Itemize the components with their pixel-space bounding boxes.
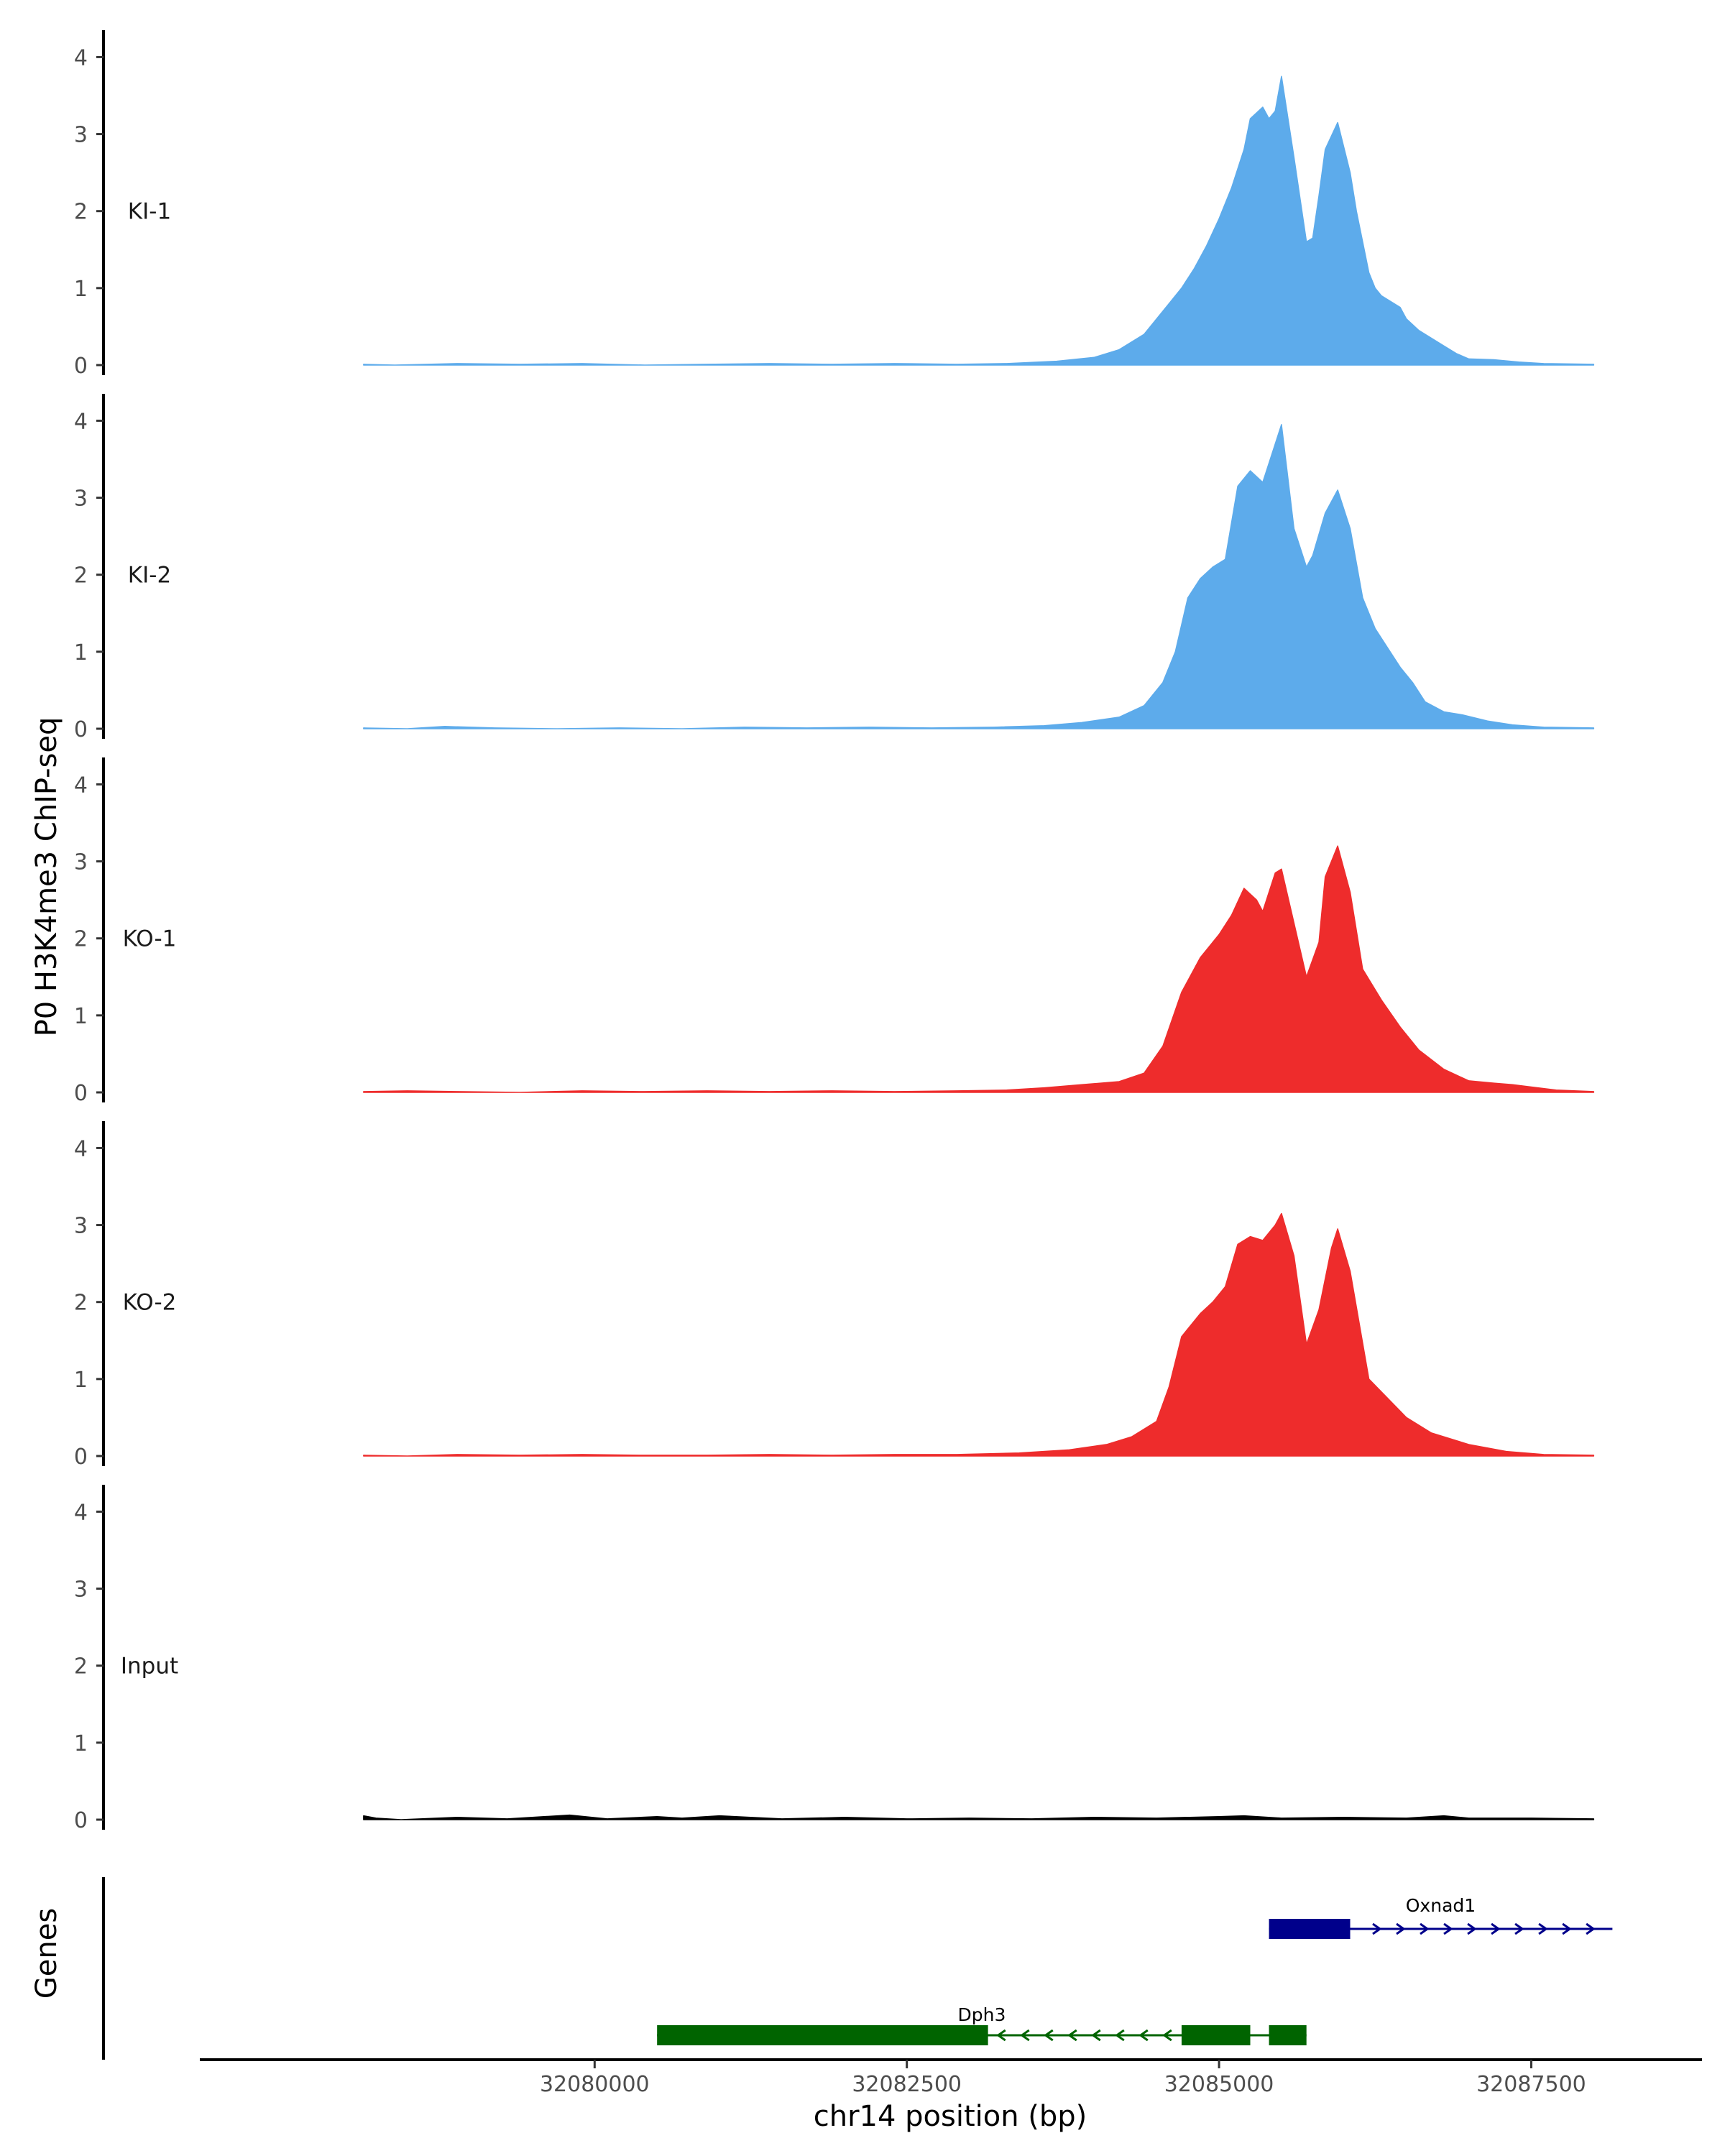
y-tick-label: 3	[74, 1577, 88, 1603]
track-label: KO-2	[123, 1290, 177, 1316]
y-tick-label: 4	[74, 409, 88, 434]
x-tick-label: 32087500	[1476, 2072, 1586, 2097]
track-label: KI-1	[128, 199, 171, 225]
x-tick-label: 32080000	[540, 2072, 650, 2097]
x-tick-label: 32082500	[852, 2072, 962, 2097]
strand-arrow	[1044, 2029, 1054, 2042]
y-tick-label: 4	[74, 1500, 88, 1525]
track-ki-1: 0 1 2 3 4 KI-1	[74, 30, 1595, 379]
x-tick-label: 32085000	[1164, 2072, 1274, 2097]
gene-exon	[1269, 2025, 1307, 2045]
x-axis: 32080000 32082500 32085000 32087500	[200, 2058, 1702, 2097]
strand-arrow	[1562, 1922, 1572, 1935]
y-tick-label: 0	[74, 1445, 88, 1470]
coverage-tracks: 0 1 2 3 4 KI-1 0 1 2 3 4 KI-2 0 1 2 3 4 KO-1 0 1 2 3 4 KO-2 0 1 2 3…	[74, 30, 1595, 1833]
y-tick-label: 2	[74, 563, 88, 589]
strand-arrow	[1491, 1922, 1501, 1935]
gene-dph3: Dph3	[657, 2004, 1307, 2045]
y-axis-title: P0 H3K4me3 ChIP-seq	[30, 717, 63, 1037]
strand-arrow	[1115, 2029, 1125, 2042]
track-input: 0 1 2 3 4 Input	[74, 1485, 1595, 1833]
y-tick-label: 1	[74, 1004, 88, 1029]
gene-annotation-panel: Oxnad1 Dph3	[102, 1877, 1613, 2060]
coverage-area-ko-2	[363, 1212, 1595, 1457]
y-tick-label: 1	[74, 277, 88, 302]
y-tick-label: 4	[74, 1136, 88, 1161]
strand-arrow	[1538, 1922, 1548, 1935]
gene-exon	[1181, 2025, 1251, 2045]
track-ko-2: 0 1 2 3 4 KO-2	[74, 1121, 1595, 1470]
y-tick-label: 0	[74, 1808, 88, 1833]
strand-arrow	[1067, 2029, 1077, 2042]
y-tick-label: 2	[74, 927, 88, 952]
track-label: KI-2	[128, 563, 171, 589]
track-ki-2: 0 1 2 3 4 KI-2	[74, 394, 1595, 742]
gene-exon	[1269, 1919, 1351, 1939]
strand-arrow	[1467, 1922, 1477, 1935]
strand-arrow	[1420, 1922, 1430, 1935]
strand-arrow	[1396, 1922, 1406, 1935]
track-label: KO-1	[123, 926, 177, 952]
gene-oxnad1: Oxnad1	[1269, 1895, 1613, 1939]
y-tick-label: 2	[74, 1654, 88, 1680]
y-tick-label: 2	[74, 200, 88, 225]
y-tick-label: 4	[74, 45, 88, 70]
gene-label: Oxnad1	[1406, 1895, 1476, 1916]
track-label: Input	[121, 1654, 178, 1680]
y-tick-label: 3	[74, 487, 88, 512]
strand-arrow	[1091, 2029, 1101, 2042]
y-tick-label: 0	[74, 717, 88, 742]
track-ko-1: 0 1 2 3 4 KO-1	[74, 757, 1595, 1106]
strand-arrow	[996, 2029, 1006, 2042]
x-axis-title: chr14 position (bp)	[814, 2100, 1087, 2133]
strand-arrow	[1138, 2029, 1149, 2042]
y-tick-label: 0	[74, 354, 88, 379]
y-tick-label: 1	[74, 1368, 88, 1393]
y-tick-label: 3	[74, 850, 88, 875]
strand-arrow	[1514, 1922, 1524, 1935]
y-tick-label: 1	[74, 640, 88, 665]
coverage-area-ko-1	[363, 845, 1595, 1093]
strand-arrow	[1372, 1922, 1382, 1935]
gene-label: Dph3	[958, 2004, 1006, 2025]
y-tick-label: 3	[74, 123, 88, 148]
strand-arrow	[1586, 1922, 1596, 1935]
strand-arrow	[1020, 2029, 1030, 2042]
y-tick-label: 1	[74, 1731, 88, 1756]
coverage-area-ki-1	[363, 75, 1595, 366]
y-tick-label: 3	[74, 1214, 88, 1239]
coverage-area-ki-2	[363, 424, 1595, 729]
strand-arrow	[1162, 2029, 1172, 2042]
y-tick-label: 0	[74, 1081, 88, 1106]
genes-panel-title: Genes	[30, 1908, 63, 1999]
y-tick-label: 2	[74, 1291, 88, 1316]
gene-exon	[657, 2025, 988, 2045]
strand-arrow	[1443, 1922, 1453, 1935]
y-tick-label: 4	[74, 773, 88, 798]
coverage-area-input	[363, 1814, 1595, 1820]
